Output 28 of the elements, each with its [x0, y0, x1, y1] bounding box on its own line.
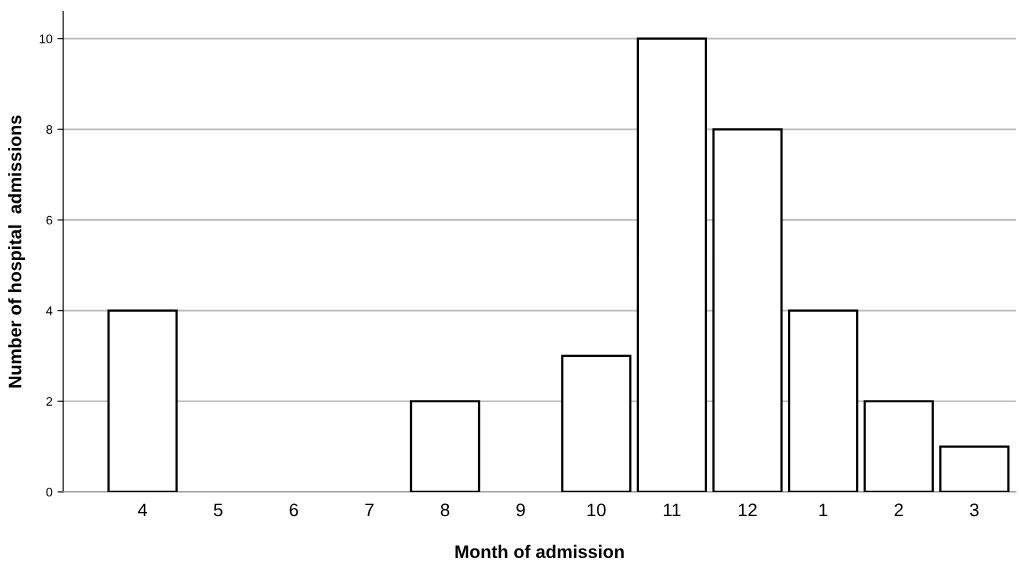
x-tick-label: 2	[894, 503, 903, 517]
bar	[787, 309, 859, 492]
x-tick-label: 12	[738, 503, 757, 517]
y-axis-title: Number of hospital admissions	[8, 115, 25, 388]
y-tick-label: 8	[46, 125, 53, 134]
bar	[636, 37, 708, 492]
x-tick-label: 9	[516, 503, 525, 517]
y-tick-label: 2	[46, 397, 53, 406]
bar	[107, 309, 178, 492]
x-tick-label: 1	[819, 503, 828, 517]
x-tick-label: 5	[213, 503, 223, 517]
bar	[409, 400, 481, 492]
x-tick-label: 4	[137, 503, 148, 517]
bar	[863, 400, 934, 492]
x-tick-label: 11	[663, 503, 681, 517]
y-tick-label: 4	[46, 306, 53, 316]
y-tick-label: 10	[39, 34, 53, 44]
y-tick-label: 6	[46, 215, 53, 225]
x-axis-title: Month of admission	[455, 544, 624, 559]
x-tick-label: 3	[970, 503, 979, 517]
x-tick-label: 8	[440, 503, 450, 517]
x-tick-label: 6	[289, 503, 299, 517]
x-tick-label: 7	[365, 503, 374, 517]
x-tick-label: 10	[587, 503, 606, 517]
bar	[712, 128, 783, 492]
bar	[939, 445, 1010, 492]
bar	[561, 354, 632, 492]
y-tick-label: 0	[46, 487, 53, 497]
